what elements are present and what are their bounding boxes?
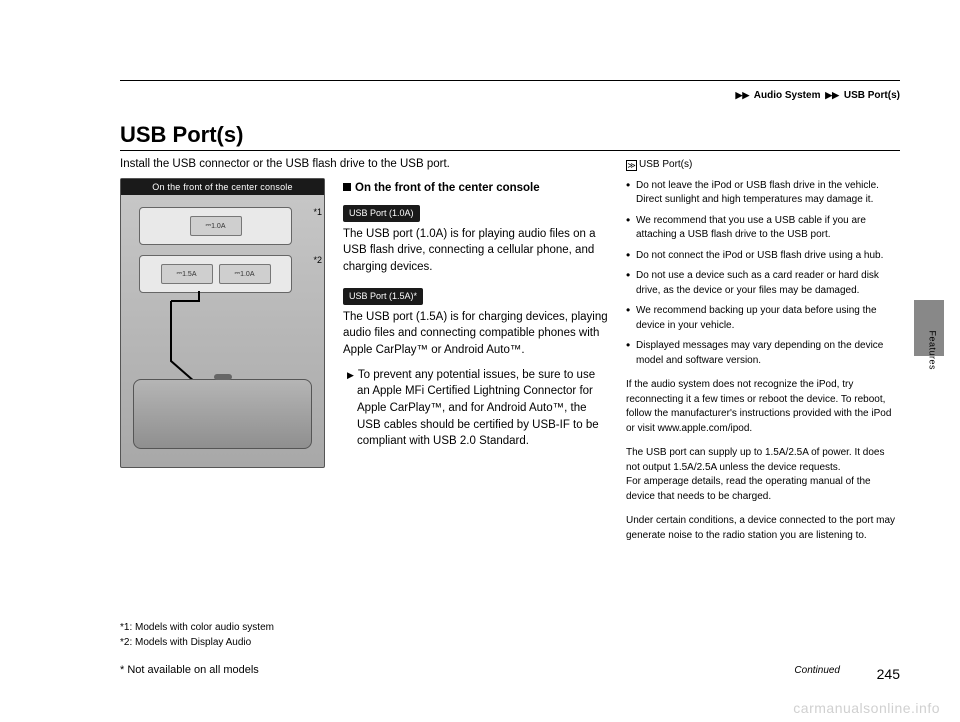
watermark: carmanualsonline.info [793,700,940,716]
para-15a: The USB port (1.5A) is for charging devi… [343,309,608,359]
middle-column: On the front of the center console USB P… [343,180,608,553]
footnote-1: *1: Models with color audio system [120,620,274,635]
bullet-item: Do not leave the iPod or USB flash drive… [626,179,900,208]
para-10a: The USB port (1.0A) is for playing audio… [343,226,608,276]
title-rule [120,150,900,151]
info-title: USB Port(s) [639,159,692,170]
crumb-sep: ▶▶ [825,90,839,101]
right-column: ≫USB Port(s) Do not leave the iPod or US… [626,158,900,553]
note-text: To prevent any potential issues, be sure… [357,369,599,448]
breadcrumb: ▶▶ Audio System ▶▶ USB Port(s) [734,90,900,101]
prevention-note: ▶To prevent any potential issues, be sur… [343,367,608,450]
crumb-audio-system: Audio System [754,90,821,101]
console-tray [133,379,312,449]
warning-bullets: Do not leave the iPod or USB flash drive… [626,179,900,369]
usb-slot-10a-b: ⎓ 1.0A [219,264,271,284]
para-noise: Under certain conditions, a device conne… [626,514,900,543]
bullet-item: Displayed messages may vary depending on… [626,339,900,368]
info-icon: ≫ [626,160,637,171]
usb-panel-2: ⎓ 1.5A ⎓ 1.0A [139,255,292,293]
left-column: Install the USB connector or the USB fla… [120,158,325,553]
crumb-sep: ▶▶ [736,90,750,101]
bullet-item: We recommend backing up your data before… [626,304,900,333]
slot-label: 1.5A [182,271,196,278]
section-heading: On the front of the center console [343,180,608,197]
callout-1: *1 [313,207,322,217]
triangle-bullet-icon: ▶ [347,370,354,380]
footnote-2: *2: Models with Display Audio [120,635,274,650]
content-columns: Install the USB connector or the USB fla… [120,158,900,553]
page-number: 245 [877,666,900,682]
usb-slot-15a: ⎓ 1.5A [161,264,213,284]
not-available-note: * Not available on all models [120,664,259,676]
manual-page: ▶▶ Audio System ▶▶ USB Port(s) USB Port(… [0,0,960,722]
console-figure: On the front of the center console ⎓ 1.0… [120,178,325,468]
page-title: USB Port(s) [120,122,243,148]
usb-panel-1: ⎓ 1.0A [139,207,292,245]
section-tab-label: Features [928,330,938,370]
bullet-item: Do not use a device such as a card reade… [626,269,900,298]
para-power: The USB port can supply up to 1.5A/2.5A … [626,446,900,475]
footnotes: *1: Models with color audio system *2: M… [120,620,274,650]
slot-label: 1.0A [211,223,225,230]
usb-slot-10a: ⎓ 1.0A [190,216,242,236]
callout-2: *2 [313,255,322,265]
bullet-item: We recommend that you use a USB cable if… [626,214,900,243]
crumb-usb-ports: USB Port(s) [844,90,900,101]
figure-caption: On the front of the center console [121,179,324,195]
slot-label: 1.0A [240,271,254,278]
continued-label: Continued [794,665,840,676]
para-reboot: If the audio system does not recognize t… [626,378,900,436]
square-bullet-icon [343,183,351,191]
pill-usb-15a: USB Port (1.5A)* [343,288,423,305]
top-rule [120,80,900,81]
pill-usb-10a: USB Port (1.0A) [343,205,420,222]
info-heading: ≫USB Port(s) [626,158,900,173]
bullet-item: Do not connect the iPod or USB flash dri… [626,249,900,264]
para-amperage: For amperage details, read the operating… [626,475,900,504]
heading-text: On the front of the center console [355,182,540,194]
intro-text: Install the USB connector or the USB fla… [120,158,600,170]
